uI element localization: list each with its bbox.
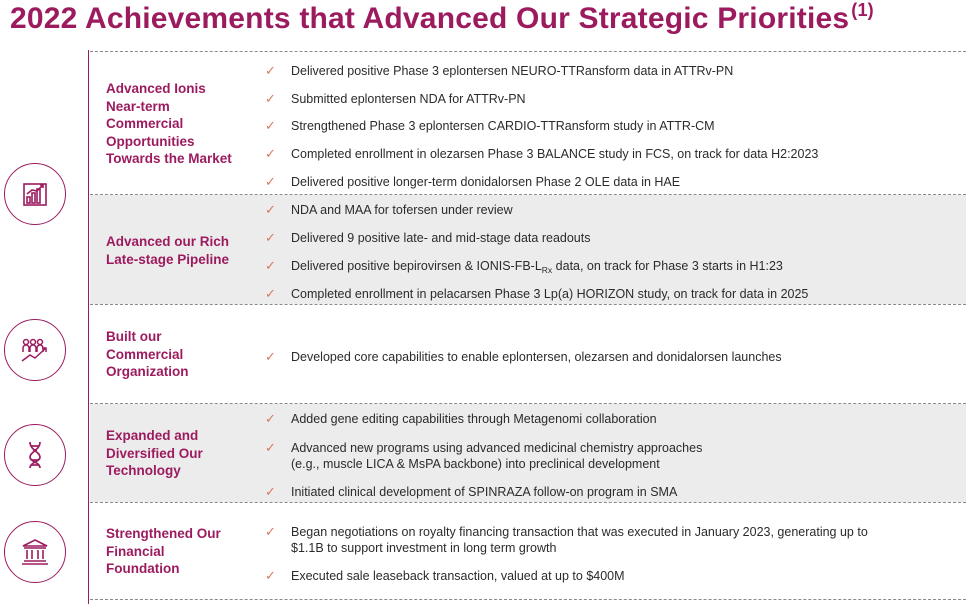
people-growth-icon <box>4 319 66 381</box>
checkmark-icon: ✓ <box>265 484 276 499</box>
section-title: Built our Commercial Organization <box>106 329 189 379</box>
checkmark-icon: ✓ <box>265 174 276 189</box>
checkmark-icon: ✓ <box>265 63 276 78</box>
section-title: Advanced Ionis Near-term Commercial Oppo… <box>106 81 232 166</box>
checkmark-icon: ✓ <box>265 286 276 301</box>
divider <box>90 304 966 305</box>
divider <box>90 51 966 52</box>
checkmark-icon: ✓ <box>265 91 276 106</box>
page-title: 2022 Achievements that Advanced Our Stra… <box>10 0 874 35</box>
checkmark-icon: ✓ <box>265 568 276 583</box>
section-technology: Expanded and Diversified Our Technology … <box>106 411 703 499</box>
dna-icon <box>4 424 66 486</box>
checkmark-icon: ✓ <box>265 202 276 217</box>
title-footnote: (1) <box>851 0 874 20</box>
section-late-stage-pipeline: Advanced our Rich Late-stage Pipeline ✓ N… <box>106 202 809 301</box>
section-title: Expanded and Diversified Our Technology <box>106 428 203 478</box>
timeline-line <box>88 50 89 604</box>
section-commercial-organization: Built our Commercial Organization ✓ Devel… <box>106 329 782 379</box>
checkmark-icon: ✓ <box>265 230 276 245</box>
section-title: Advanced our Rich Late-stage Pipeline <box>106 234 230 267</box>
checkmark-icon: ✓ <box>265 258 276 273</box>
checkmark-icon: ✓ <box>265 440 276 455</box>
checkmark-icon: ✓ <box>265 411 276 426</box>
section-4-background <box>90 404 966 502</box>
divider <box>90 599 966 600</box>
checkmark-icon: ✓ <box>265 349 276 364</box>
section-title: Strengthened Our Financial Foundation <box>106 526 221 576</box>
checkmark-icon: ✓ <box>265 146 276 161</box>
divider <box>90 194 966 195</box>
section-financial-foundation: Strengthened Our Financial Foundation ✓ B… <box>106 524 868 583</box>
section-near-term-commercial: Advanced Ionis Near-term Commercial Oppo… <box>106 63 819 189</box>
divider <box>90 403 966 404</box>
section-2-background <box>90 195 966 304</box>
checkmark-icon: ✓ <box>265 118 276 133</box>
divider <box>90 502 966 503</box>
bank-icon <box>4 521 66 583</box>
bar-chart-icon <box>4 163 66 225</box>
checkmark-icon: ✓ <box>265 524 276 539</box>
